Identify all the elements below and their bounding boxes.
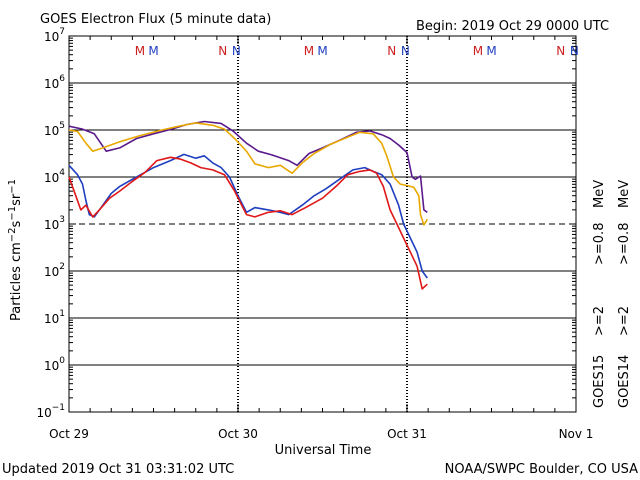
marker-m: M [317, 44, 327, 58]
y-tick-label: 107 [44, 27, 65, 44]
y-label-sr: sr [9, 193, 24, 206]
legend-goes15-ge08: >=0.8 [592, 223, 607, 265]
y-tick-label: 102 [44, 262, 65, 279]
marker-n: N [387, 44, 396, 58]
legend-goes15-mev: MeV [592, 180, 607, 208]
gridlines [69, 82, 576, 366]
y-tick-label: 106 [44, 74, 65, 91]
legend-goes15-label: GOES15 [592, 355, 607, 408]
marker-n: N [218, 44, 227, 58]
marker-n: N [556, 44, 565, 58]
y-tick-label: 104 [44, 168, 65, 185]
marker-m: M [473, 44, 483, 58]
x-tick-label: Oct 31 [387, 427, 427, 441]
legend-goes15-ge2: >=2 [592, 306, 607, 336]
source-credit: NOAA/SWPC Boulder, CO USA [445, 462, 638, 477]
legend-goes14-ge2: >=2 [617, 306, 632, 336]
y-label-s: s [9, 220, 24, 227]
y-label-particles: Particles cm [9, 242, 24, 321]
y-axis-ticks: 10−1 100 101 102 103 104 105 106 107 [36, 27, 576, 420]
legend-goes14-label: GOES14 [617, 355, 632, 408]
y-label-exp-s: −1 [7, 206, 18, 221]
updated-timestamp: Updated 2019 Oct 31 03:31:02 UTC [2, 462, 234, 477]
series-goes15-0-8-mev [68, 120, 428, 213]
marker-n: N [570, 44, 579, 58]
x-tick-label: Nov 1 [559, 427, 594, 441]
y-tick-label: 105 [44, 121, 65, 138]
series-goes15-2-mev [68, 153, 428, 279]
x-tick-label: Oct 29 [49, 427, 89, 441]
marker-m: M [304, 44, 314, 58]
marker-n: N [401, 44, 410, 58]
chart-title: GOES Electron Flux (5 minute data) [40, 12, 271, 27]
marker-m: M [486, 44, 496, 58]
marker-m: M [135, 44, 145, 58]
y-tick-label: 101 [44, 309, 65, 326]
x-axis-ticks: Oct 29 Oct 30 Oct 31 Nov 1 [49, 36, 593, 441]
y-label-exp-sr: −1 [7, 179, 18, 194]
y-label-exp-cm: −2 [7, 227, 18, 242]
legend-goes14: GOES14 >=2 >=0.8 MeV [617, 180, 632, 408]
series-goes14-0-8-mev [68, 122, 428, 226]
legend-goes14-mev: MeV [617, 180, 632, 208]
legend-goes14-ge08: >=0.8 [617, 223, 632, 265]
data-series [68, 120, 428, 290]
marker-n: N [232, 44, 241, 58]
begin-date: Begin: 2019 Oct 29 0000 UTC [416, 19, 609, 34]
x-axis-label: Universal Time [275, 443, 372, 458]
series-goes14-2-mev [68, 156, 428, 290]
y-axis-label: Particles cm−2s−1sr−1 [7, 179, 24, 321]
y-tick-label: 10−1 [36, 403, 65, 420]
x-tick-label: Oct 30 [218, 427, 258, 441]
y-tick-label: 103 [44, 215, 65, 232]
marker-m: M [148, 44, 158, 58]
y-tick-label: 100 [44, 356, 65, 373]
legend-goes15: GOES15 >=2 >=0.8 MeV [592, 180, 607, 408]
